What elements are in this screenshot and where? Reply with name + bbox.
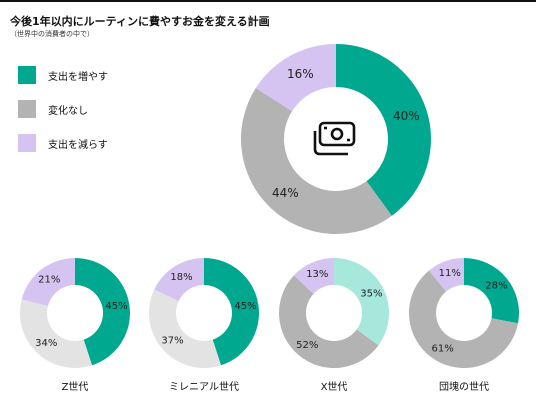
legend-swatch-increase xyxy=(18,66,36,84)
slice-millennial-decrease xyxy=(154,258,204,302)
donut-gen-z: 45% 34% 21% Z世代 xyxy=(19,258,130,393)
slice-label-boomer-decrease: 11% xyxy=(439,268,461,279)
legend-label-increase: 支出を増やす xyxy=(48,71,108,83)
slice-label-gen-z-increase: 45% xyxy=(105,301,127,312)
slice-label-millennial-increase: 45% xyxy=(234,301,256,312)
donut-millennial: 45% 37% 18% ミレニアル世代 xyxy=(149,258,259,393)
slice-boomer-increase xyxy=(464,258,519,324)
slice-boomer-decrease xyxy=(428,258,464,292)
legend-label-nochange: 変化なし xyxy=(48,105,88,117)
slice-label-overall-decrease: 16% xyxy=(287,67,314,81)
donut-overall: 40% 44% 16% xyxy=(240,44,432,235)
slice-label-overall-nochange: 44% xyxy=(272,186,299,200)
top-rule xyxy=(0,0,536,2)
slice-millennial-nochange xyxy=(149,289,221,368)
chart-title: 今後1年以内にルーティンに費やすお金を変える計画 xyxy=(10,15,270,28)
legend-item-nochange: 変化なし xyxy=(18,100,88,118)
slice-label-gen-z-decrease: 21% xyxy=(38,274,60,285)
slice-label-millennial-nochange: 37% xyxy=(161,335,183,346)
slice-label-gen-x-increase: 35% xyxy=(360,288,382,299)
legend-item-increase: 支出を増やす xyxy=(18,66,108,84)
slice-gen-z-nochange xyxy=(19,299,92,368)
slice-gen-z-decrease xyxy=(21,258,75,307)
slice-label-overall-increase: 40% xyxy=(393,109,420,123)
slice-boomer-nochange xyxy=(408,270,519,368)
slice-label-gen-z-nochange: 34% xyxy=(35,338,57,349)
slice-gen-x-decrease xyxy=(293,258,334,294)
slice-label-millennial-decrease: 18% xyxy=(170,272,192,283)
slice-overall-nochange xyxy=(240,88,392,235)
slice-gen-x-nochange xyxy=(279,275,379,368)
generation-label-gen-z: Z世代 xyxy=(62,381,89,393)
generation-label-gen-x: X世代 xyxy=(321,381,348,393)
legend-swatch-decrease xyxy=(18,134,36,152)
slice-gen-x-increase xyxy=(334,258,389,346)
slice-overall-increase xyxy=(336,44,432,216)
slice-gen-z-increase xyxy=(75,258,130,366)
donut-boomer: 28% 61% 11% 団塊の世代 xyxy=(408,258,519,393)
slice-overall-decrease xyxy=(255,44,336,112)
slice-label-boomer-increase: 28% xyxy=(485,281,507,292)
money-bills-icon xyxy=(313,121,356,156)
slice-label-gen-x-decrease: 13% xyxy=(306,269,328,280)
chart-subtitle: （世界中の消費者の中で） xyxy=(10,30,94,38)
generation-label-boomer: 団塊の世代 xyxy=(439,380,489,393)
slice-label-boomer-nochange: 61% xyxy=(432,344,454,355)
legend-label-decrease: 支出を減らす xyxy=(48,139,108,151)
slice-label-gen-x-nochange: 52% xyxy=(296,340,318,351)
donut-gen-x: 35% 52% 13% X世代 xyxy=(279,258,389,393)
legend-item-decrease: 支出を減らす xyxy=(18,134,108,152)
generation-label-millennial: ミレニアル世代 xyxy=(169,381,239,393)
slice-millennial-increase xyxy=(204,258,259,366)
legend-swatch-nochange xyxy=(18,100,36,118)
